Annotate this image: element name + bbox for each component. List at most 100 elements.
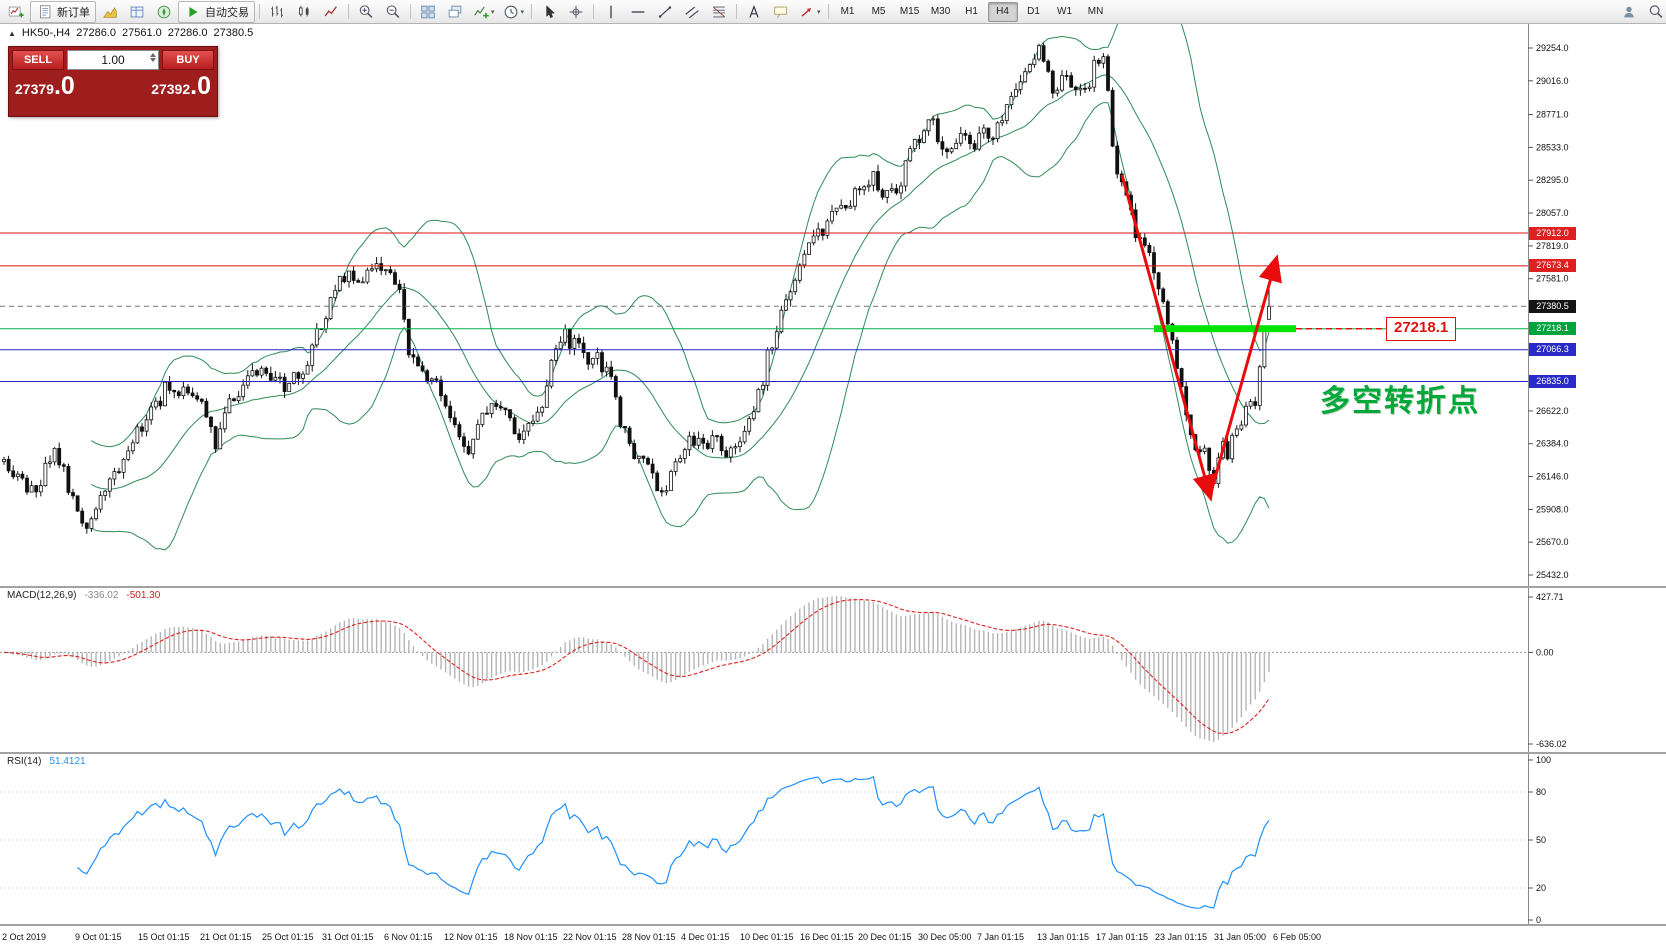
- time-axis-label: 6 Nov 01:15: [384, 932, 433, 942]
- turning-point-annotation[interactable]: 多空转折点: [1320, 385, 1480, 418]
- spinner-down-icon[interactable]: [150, 58, 156, 62]
- trend-arrow[interactable]: [1120, 174, 1217, 502]
- zoom-in-icon: [357, 3, 375, 21]
- periods-icon: [502, 3, 520, 21]
- new-chart-button[interactable]: [3, 1, 29, 23]
- macd-panel[interactable]: 427.71 0.00 -636.02: [0, 586, 1666, 754]
- price-axis-label: 26146.0: [1536, 472, 1569, 482]
- price-chart-panel[interactable]: 29254.0 29016.0 28771.0 28533.0 28295.0 28057…: [0, 23, 1666, 586]
- timeframe-m15-button[interactable]: M15: [899, 6, 920, 17]
- macd-axis-label: -636.02: [1536, 739, 1567, 749]
- rsi-axis-label: 80: [1536, 787, 1546, 797]
- fibonacci-button[interactable]: [706, 1, 732, 23]
- rsi-axis-label: 0: [1536, 915, 1541, 924]
- indicators-button[interactable]: ▾: [469, 1, 498, 23]
- ohlc-close: 27380.5: [213, 27, 254, 39]
- auto-arrange-icon: [446, 3, 464, 21]
- navigator-button[interactable]: [151, 1, 177, 23]
- toolbar-button-label: 自动交易: [205, 6, 249, 19]
- crosshair-button[interactable]: [563, 1, 589, 23]
- timeframe-h4-button[interactable]: H4: [987, 1, 1018, 22]
- new-order-button[interactable]: 新订单: [30, 0, 96, 23]
- chevron-down-icon[interactable]: ▾: [817, 8, 821, 16]
- zoom-out-button[interactable]: [380, 1, 406, 23]
- price-axis-label: 25432.0: [1536, 570, 1569, 580]
- time-axis-label: 6 Feb 05:00: [1273, 932, 1322, 942]
- buy-button[interactable]: BUY: [162, 50, 214, 70]
- trendline-button[interactable]: [652, 1, 678, 23]
- price-axis-label: 27581.0: [1536, 274, 1569, 284]
- new-chart-icon: [7, 3, 25, 21]
- bar-chart-button[interactable]: [264, 1, 290, 23]
- macd-name: MACD(12,26,9): [7, 590, 77, 601]
- macd-chart[interactable]: 427.71 0.00 -636.02: [0, 588, 1666, 752]
- data-window-button[interactable]: [124, 1, 150, 23]
- cursor-icon: [540, 3, 558, 21]
- tile-windows-icon: [419, 3, 437, 21]
- vertical-line-button[interactable]: [598, 1, 624, 23]
- toolbar-separator: [259, 4, 260, 19]
- candlestick-chart-button[interactable]: [291, 1, 317, 23]
- equidistant-channel-icon: [683, 3, 701, 21]
- rsi-panel[interactable]: 100 80 50 20 0: [0, 752, 1666, 926]
- toolbar: 新订单 自动交易 ▾ ▾ ▾ M1 M5 M15 M30 H1 H4 D1 W1 MN: [0, 0, 1666, 24]
- market-watch-icon: [101, 3, 119, 21]
- time-axis-label: 9 Oct 01:15: [75, 932, 122, 942]
- chart-ohlc-info: ▲ HK50-,H4 27286.0 27561.0 27286.0 27380…: [8, 27, 253, 39]
- price-axis-label: 25908.0: [1536, 504, 1569, 514]
- support-highlight-bar[interactable]: [1154, 325, 1296, 333]
- timeframe-mn-button[interactable]: MN: [1087, 6, 1104, 17]
- macd-axis-label: 0.00: [1536, 647, 1554, 657]
- zoom-in-button[interactable]: [353, 1, 379, 23]
- timeframe-m30-button[interactable]: M30: [930, 6, 951, 17]
- toolbar-separator: [531, 4, 533, 19]
- community-button[interactable]: [1616, 1, 1642, 23]
- text-button[interactable]: [741, 1, 767, 23]
- autotrading-button[interactable]: 自动交易: [178, 0, 255, 23]
- cursor-button[interactable]: [536, 1, 562, 23]
- horizontal-line-button[interactable]: [625, 1, 651, 23]
- data-window-icon: [128, 3, 146, 21]
- price-tag-annotation[interactable]: 27218.1: [1386, 317, 1457, 341]
- search-button[interactable]: [1643, 1, 1666, 23]
- volume-input[interactable]: 1.00: [67, 50, 159, 70]
- trend-arrow[interactable]: [1208, 254, 1282, 497]
- indicators-icon: [472, 3, 490, 21]
- price-axis-label: 28771.0: [1536, 110, 1569, 120]
- text-label-button[interactable]: [768, 1, 794, 23]
- time-axis-label: 10 Dec 01:15: [740, 932, 794, 942]
- community-icon: [1620, 3, 1638, 21]
- periods-button[interactable]: ▾: [499, 1, 528, 23]
- volume-value: 1.00: [101, 53, 125, 67]
- arrows-button[interactable]: ▾: [795, 1, 824, 23]
- time-axis-label: 21 Oct 01:15: [200, 932, 252, 942]
- time-axis-label: 15 Oct 01:15: [138, 932, 190, 942]
- time-axis-label: 22 Nov 01:15: [563, 932, 617, 942]
- line-chart-button[interactable]: [318, 1, 344, 23]
- timeframe-m1-button[interactable]: M1: [840, 6, 855, 17]
- auto-arrange-button[interactable]: [442, 1, 468, 23]
- rsi-name: RSI(14): [7, 756, 42, 767]
- toolbar-separator: [348, 4, 349, 19]
- timeframe-d1-button[interactable]: D1: [1027, 6, 1040, 17]
- time-axis-label: 25 Oct 01:15: [262, 932, 314, 942]
- timeframe-h1-button[interactable]: H1: [965, 6, 978, 17]
- market-watch-button[interactable]: [97, 1, 123, 23]
- equidistant-channel-button[interactable]: [679, 1, 705, 23]
- bullish-candles: [2, 45, 1271, 529]
- time-axis-label: 31 Jan 05:00: [1214, 932, 1267, 942]
- price-chart[interactable]: 29254.0 29016.0 28771.0 28533.0 28295.0 28057…: [0, 23, 1666, 586]
- time-axis: 2 Oct 2019 9 Oct 01:15 15 Oct 01:15 21 Oct …: [0, 924, 1666, 949]
- chevron-down-icon[interactable]: ▾: [520, 8, 525, 16]
- chevron-down-icon[interactable]: ▾: [491, 8, 495, 16]
- sell-button[interactable]: SELL: [12, 50, 64, 70]
- rsi-value: 51.4121: [49, 756, 86, 767]
- volume-spinner[interactable]: [150, 53, 156, 62]
- tile-windows-button[interactable]: [415, 1, 441, 23]
- timeframe-m5-button[interactable]: M5: [871, 6, 886, 17]
- sell-price: 27379.0: [15, 72, 75, 100]
- rsi-axis-label: 20: [1536, 883, 1546, 893]
- rsi-chart[interactable]: 100 80 50 20 0: [0, 754, 1666, 924]
- timeframe-w1-button[interactable]: W1: [1057, 6, 1073, 17]
- spinner-up-icon[interactable]: [150, 53, 156, 57]
